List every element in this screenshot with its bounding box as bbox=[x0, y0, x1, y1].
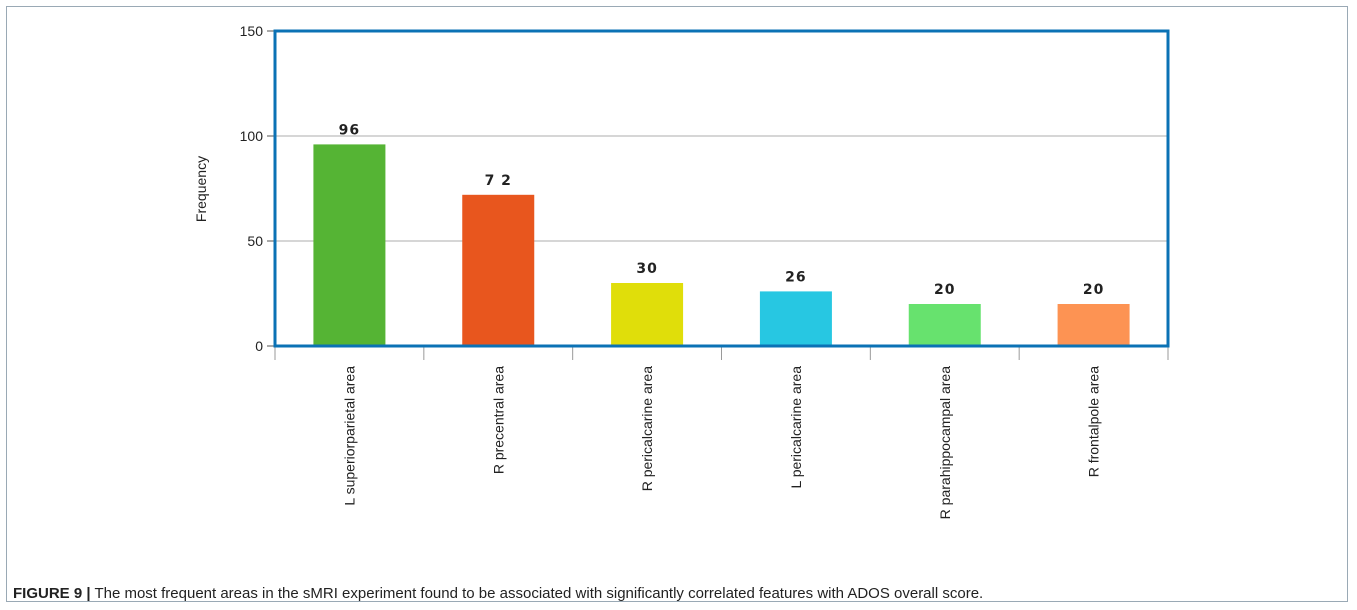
plot-frame bbox=[273, 29, 1170, 348]
category-label-1: L superiorparietal area bbox=[341, 366, 357, 506]
figure-caption: FIGURE 9 | The most frequent areas in th… bbox=[13, 585, 1343, 602]
data-label-6: 20 bbox=[1083, 282, 1104, 298]
data-label-5: 20 bbox=[934, 282, 955, 298]
grid-lines bbox=[275, 135, 1168, 242]
data-labels: 96 7 2 30 26 20 20 bbox=[339, 122, 1104, 298]
data-label-2: 7 2 bbox=[485, 173, 512, 189]
bar-5 bbox=[908, 304, 981, 346]
y-tick-label-100: 100 bbox=[240, 128, 264, 144]
data-label-3: 30 bbox=[636, 261, 657, 277]
category-label-2: R precentral area bbox=[490, 366, 506, 474]
data-label-4: 26 bbox=[785, 269, 806, 285]
category-label-4: L pericalcarine area bbox=[788, 366, 804, 489]
category-label-3: R pericalcarine area bbox=[639, 366, 655, 491]
figure-caption-label: FIGURE 9 | bbox=[13, 585, 91, 602]
bar-2 bbox=[462, 194, 535, 346]
bar-3 bbox=[611, 283, 684, 346]
category-label-5: R parahippocampal area bbox=[937, 366, 953, 520]
category-label-6: R frontalpole area bbox=[1086, 366, 1102, 478]
figure-caption-text: The most frequent areas in the sMRI expe… bbox=[90, 585, 984, 602]
bar-chart: 96 7 2 30 26 20 20 0 50 100 150 L superiorparieta… bbox=[193, 23, 1170, 520]
bars bbox=[313, 144, 1130, 346]
data-label-1: 96 bbox=[339, 122, 360, 138]
axes: 0 50 100 150 L superiorparietal area R precen… bbox=[240, 23, 1170, 520]
y-axis-label: Frequency bbox=[193, 156, 209, 222]
bar-1 bbox=[313, 144, 386, 346]
y-tick-label-50: 50 bbox=[247, 233, 263, 249]
y-tick-label-150: 150 bbox=[240, 23, 264, 39]
y-tick-label-0: 0 bbox=[255, 338, 263, 354]
bar-4 bbox=[759, 291, 832, 346]
bar-6 bbox=[1057, 304, 1130, 346]
